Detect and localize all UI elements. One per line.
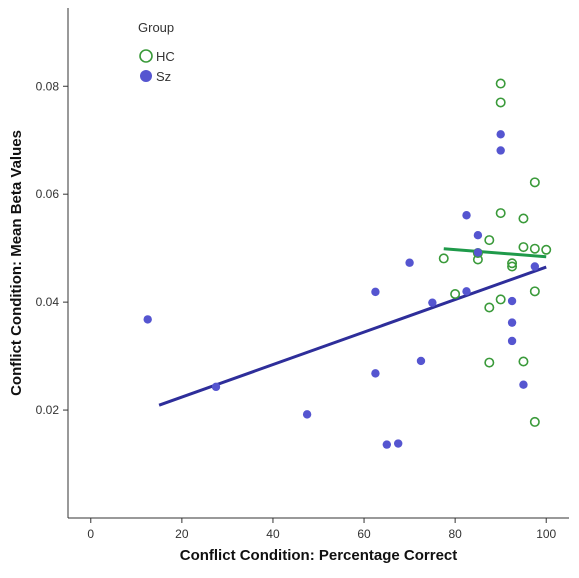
y-tick-label: 0.02 xyxy=(36,403,60,417)
x-tick-label: 100 xyxy=(536,527,556,541)
point-sz xyxy=(416,356,426,366)
fit-line-hc xyxy=(443,247,547,259)
point-sz xyxy=(405,258,414,267)
point-sz xyxy=(507,296,517,306)
point-hc xyxy=(529,243,540,254)
point-sz xyxy=(507,336,517,346)
legend-label-hc: HC xyxy=(156,49,175,64)
fit-lines xyxy=(158,247,547,407)
point-sz xyxy=(473,231,483,240)
point-hc xyxy=(495,78,506,89)
x-tick-label: 40 xyxy=(266,527,280,541)
point-hc xyxy=(495,208,506,219)
point-hc xyxy=(484,302,495,313)
point-sz xyxy=(394,439,403,448)
point-sz xyxy=(371,369,380,378)
data-points xyxy=(143,78,552,449)
y-tick-label: 0.08 xyxy=(36,79,60,93)
point-hc xyxy=(529,177,540,188)
point-sz xyxy=(428,298,437,307)
x-tick-label: 80 xyxy=(448,527,462,541)
x-axis-ticks: 0 20 40 60 80 100 xyxy=(87,518,557,541)
point-hc xyxy=(507,261,518,272)
point-sz xyxy=(371,287,380,297)
axes xyxy=(67,8,569,519)
point-sz xyxy=(143,315,152,324)
point-sz xyxy=(496,146,505,155)
point-sz xyxy=(519,380,528,389)
point-sz xyxy=(473,248,483,257)
point-hc xyxy=(507,258,518,269)
legend-label-sz: Sz xyxy=(156,69,171,84)
y-axis-ticks: 0.02 0.04 0.06 0.08 xyxy=(36,79,68,417)
point-hc xyxy=(518,242,529,253)
point-hc xyxy=(518,356,529,367)
y-tick-label: 0.04 xyxy=(36,295,60,309)
legend-title: Group xyxy=(138,20,174,35)
legend-marker-sz xyxy=(140,70,152,82)
point-hc xyxy=(484,235,495,246)
legend-marker-hc xyxy=(139,49,153,63)
point-hc xyxy=(518,213,529,224)
point-sz xyxy=(462,211,471,220)
point-sz xyxy=(211,382,221,392)
point-hc xyxy=(495,97,506,108)
legend: Group HC Sz xyxy=(138,20,175,84)
y-axis-title: Conflict Condition: Mean Beta Values xyxy=(8,130,25,396)
point-hc xyxy=(541,244,552,255)
point-sz xyxy=(496,130,505,139)
point-hc xyxy=(495,294,506,305)
point-hc xyxy=(529,416,540,427)
point-sz xyxy=(302,410,312,419)
fit-line-sz xyxy=(158,265,547,407)
y-tick-label: 0.06 xyxy=(36,187,60,201)
point-sz xyxy=(382,440,392,449)
point-sz xyxy=(507,318,517,327)
point-hc xyxy=(529,286,540,297)
point-hc xyxy=(450,289,461,300)
point-sz xyxy=(462,287,471,296)
x-tick-label: 20 xyxy=(175,527,189,541)
point-hc xyxy=(484,357,495,368)
point-hc xyxy=(438,253,449,264)
x-axis-title: Conflict Condition: Percentage Correct xyxy=(180,547,458,564)
x-tick-label: 0 xyxy=(87,527,94,541)
point-sz xyxy=(530,262,540,271)
x-tick-label: 60 xyxy=(357,527,371,541)
